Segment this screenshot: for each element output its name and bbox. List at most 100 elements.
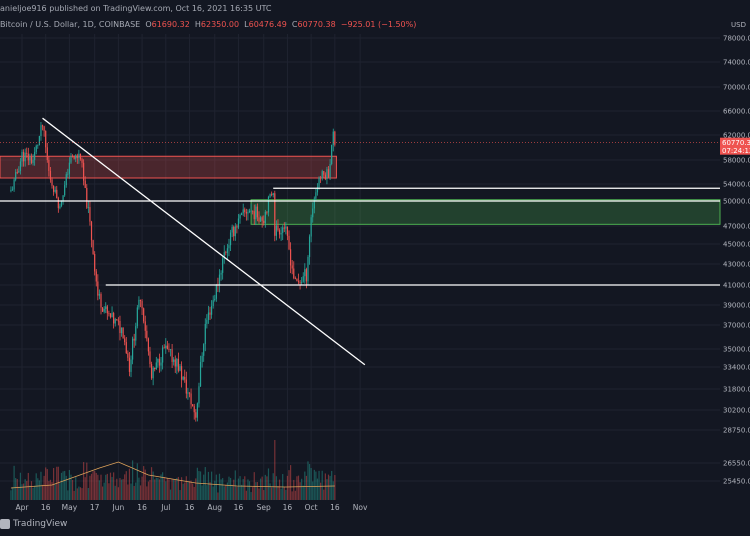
volume-bar — [259, 478, 262, 500]
candle-body — [152, 367, 154, 379]
candle-body — [282, 227, 284, 233]
volume-bar — [162, 472, 164, 500]
volume-bar — [209, 482, 211, 500]
volume-bar — [236, 486, 238, 500]
close-value: 60770.38 — [297, 20, 336, 29]
y-tick-label: 26550.00 — [723, 460, 750, 468]
volume-bar — [138, 477, 140, 500]
volume-bar — [73, 490, 75, 500]
volume-bar — [222, 478, 224, 500]
volume-bar — [95, 472, 97, 500]
volume-bar — [98, 480, 101, 500]
volume-bar — [196, 467, 198, 500]
volume-bar — [128, 468, 131, 500]
volume-bar — [92, 471, 94, 500]
volume-bar — [87, 488, 89, 500]
volume-bar — [220, 479, 222, 500]
candle-body — [13, 179, 15, 190]
volume-bar — [187, 482, 189, 500]
volume-bar — [65, 475, 67, 500]
candle-body — [280, 232, 282, 235]
volume-bar — [188, 481, 191, 500]
candle-body — [26, 152, 28, 154]
x-tick-label: Jun — [112, 503, 125, 512]
volume-bar — [174, 479, 176, 500]
candle-body — [215, 284, 217, 299]
candle-body — [204, 323, 206, 345]
tradingview-brand[interactable]: TradingView — [0, 519, 67, 529]
candle-body — [97, 281, 99, 296]
candle-body — [84, 180, 86, 188]
candle-body — [30, 156, 33, 163]
candle-body — [162, 347, 164, 363]
candle-body — [283, 227, 285, 229]
volume-bar — [277, 486, 279, 500]
volume-bar — [301, 478, 303, 500]
candle-body — [21, 151, 23, 162]
candle-body — [211, 305, 213, 315]
volume-bar — [334, 475, 336, 500]
candle-body — [291, 265, 293, 269]
volume-bar — [228, 476, 230, 500]
volume-bar — [256, 482, 259, 500]
volume-bar — [37, 478, 39, 500]
candle-body — [327, 169, 330, 178]
volume-bar — [231, 484, 233, 500]
support-zone — [250, 199, 721, 225]
levels — [0, 117, 720, 366]
candle-body — [89, 207, 91, 222]
candle-body — [256, 206, 259, 218]
volume-bar — [54, 484, 56, 500]
volume-bar — [312, 481, 314, 500]
volume-bar — [15, 478, 17, 500]
volume-bar — [207, 471, 210, 500]
candle-body — [239, 215, 241, 219]
volume-bar — [326, 479, 328, 500]
x-tick-label: 16 — [283, 503, 293, 512]
volume-bar — [297, 475, 300, 500]
candle-body — [124, 338, 126, 343]
candle-body — [176, 358, 178, 367]
volume-bar — [30, 481, 33, 500]
volume-bar — [305, 475, 307, 500]
volume-bar — [34, 485, 36, 500]
y-tick-label: 66000.00 — [723, 108, 750, 116]
last-price-marker: 60770.38 07:24:12 — [720, 137, 750, 155]
volume-bar — [201, 485, 203, 500]
candle-body — [125, 342, 127, 354]
candle-body — [267, 196, 270, 213]
candle-body — [245, 211, 247, 214]
candle-body — [199, 362, 202, 387]
volume-bar — [307, 461, 309, 500]
candle-body — [209, 312, 211, 315]
candle-body — [10, 190, 12, 192]
volume-bar — [53, 468, 55, 500]
volume-bar — [331, 470, 333, 500]
currency-label: USD — [731, 21, 746, 29]
volume-bar — [158, 479, 161, 500]
candle-body — [117, 320, 119, 322]
candle-body — [247, 212, 249, 214]
volume-bar — [320, 482, 322, 500]
volume-bar — [275, 476, 277, 500]
volume-bar — [294, 490, 296, 500]
y-tick-label: 37000.00 — [723, 322, 750, 330]
candle-body — [103, 308, 105, 312]
volume-bar — [211, 471, 213, 500]
candle-body — [70, 156, 72, 163]
volume-bar — [16, 479, 18, 500]
candle-body — [136, 307, 138, 327]
y-tick-label: 39000.00 — [723, 302, 750, 310]
volume-bar — [241, 484, 243, 500]
volume-bar — [100, 474, 102, 500]
candle-body — [100, 294, 102, 308]
y-tick-label: 54000.00 — [723, 181, 750, 189]
volume-bar — [261, 476, 263, 500]
volume-bar — [199, 471, 202, 500]
volume-bar — [310, 468, 312, 500]
candle-body — [285, 226, 287, 229]
symbol-name: Bitcoin / U.S. Dollar, 1D, COINBASE — [0, 20, 141, 29]
candle-body — [271, 194, 273, 196]
volume-bar — [89, 475, 91, 500]
